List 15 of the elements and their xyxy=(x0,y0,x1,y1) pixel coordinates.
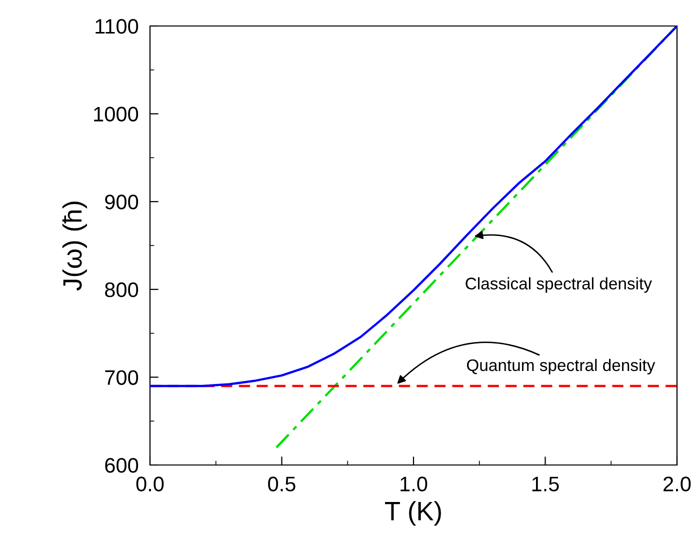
x-axis-title: T (K) xyxy=(385,501,441,526)
annotation: Classical spectral density xyxy=(466,277,652,293)
y-tick-label: 700 xyxy=(105,370,138,385)
y-tick-label: 600 xyxy=(105,458,138,473)
x-tick-label: 1.0 xyxy=(400,476,428,492)
y-tick-label: 1000 xyxy=(94,106,138,122)
y-tick-label: 1100 xyxy=(96,19,138,34)
x-tick-label: 1.5 xyxy=(532,476,559,492)
x-tick-label: 0.5 xyxy=(268,476,296,492)
x-tick-label: 0.0 xyxy=(136,476,164,492)
x-tick-label: 2.0 xyxy=(664,476,691,492)
y-tick-label: 800 xyxy=(105,282,138,298)
annotation: Quantum spectral density xyxy=(466,358,656,374)
y-tick-label: 900 xyxy=(105,194,138,210)
y-axis-title: J(ω) (ħ) xyxy=(62,202,87,291)
